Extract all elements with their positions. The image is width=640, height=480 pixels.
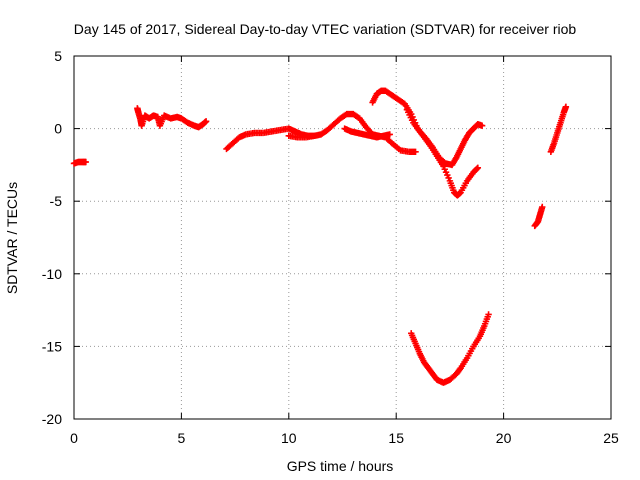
x-tick-label: 15 (388, 430, 404, 446)
data-point (202, 118, 210, 125)
data-segment (547, 103, 570, 156)
y-tick-label: -20 (42, 411, 62, 427)
plot-frame (73, 55, 612, 420)
y-axis-label: SDTVAR / TECUs (4, 182, 20, 294)
y-axis-ticks: -20 -15 -10 -5 0 5 (42, 48, 611, 427)
data-segment (223, 110, 419, 156)
data-point (311, 132, 318, 140)
data-segment (70, 158, 90, 167)
data-segment (403, 106, 486, 169)
x-tick-label: 5 (178, 430, 186, 446)
data-point (474, 164, 482, 172)
chart-title: Day 145 of 2017, Sidereal Day-to-day VTE… (74, 21, 577, 37)
data-point (539, 203, 546, 211)
y-tick-label: -10 (42, 266, 62, 282)
gridlines (74, 56, 611, 419)
y-tick-label: 0 (54, 121, 62, 137)
data-segment (341, 125, 393, 141)
data-segment (134, 105, 210, 131)
x-axis-label: GPS time / hours (287, 458, 394, 474)
data-point (386, 131, 393, 138)
data-segment (285, 132, 318, 141)
data-point (478, 122, 486, 129)
x-tick-label: 20 (496, 430, 512, 446)
x-tick-label: 0 (70, 430, 78, 446)
data-point (82, 158, 90, 166)
y-tick-label: -15 (42, 338, 62, 354)
data-series (70, 87, 570, 386)
data-point (412, 148, 419, 156)
y-tick-label: -5 (50, 193, 63, 209)
data-point (473, 165, 481, 172)
data-segment (531, 203, 546, 230)
data-segment (408, 311, 492, 386)
x-axis-ticks: 0 5 10 15 20 25 (70, 56, 619, 446)
y-tick-label: 5 (54, 48, 62, 64)
data-point (485, 311, 492, 318)
x-tick-label: 25 (603, 430, 619, 446)
x-tick-label: 10 (281, 430, 297, 446)
data-point (562, 103, 570, 111)
